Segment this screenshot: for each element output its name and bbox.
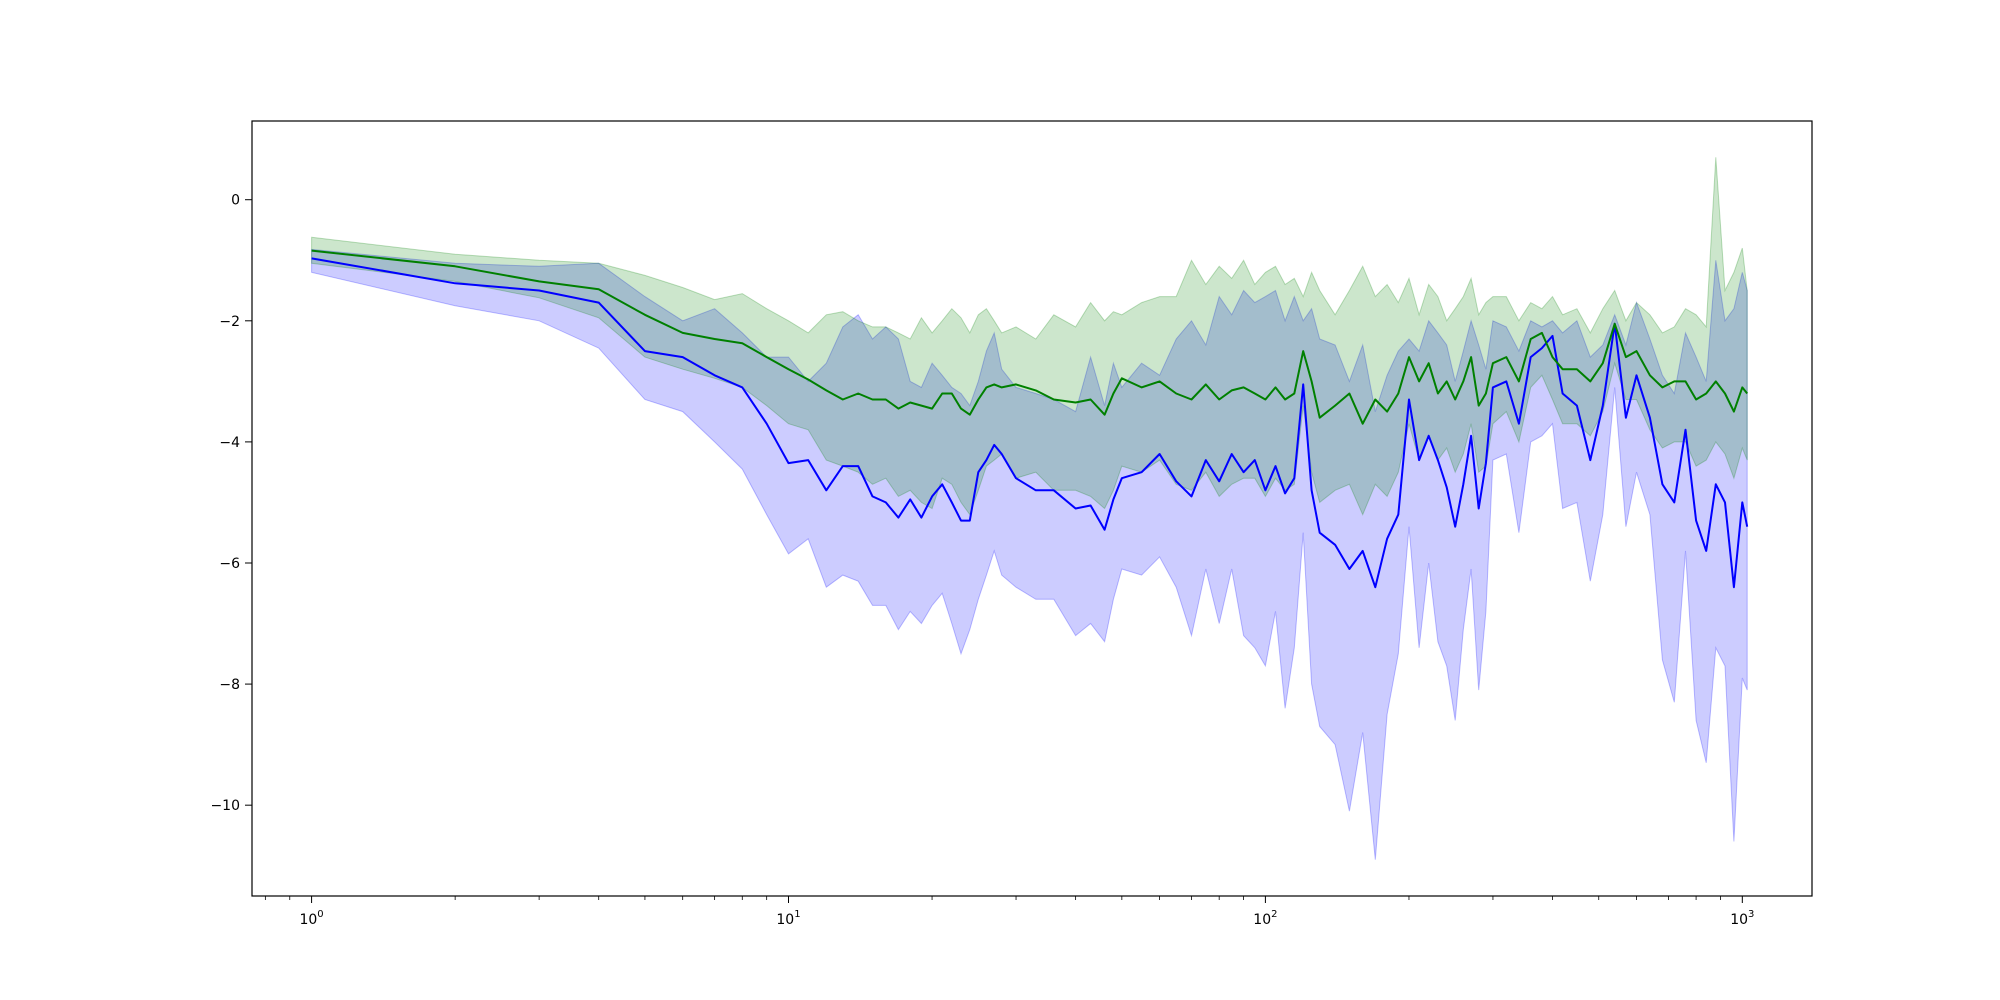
series-1-line <box>311 257 1749 589</box>
x-axis: 100 101 102 103 <box>264 896 1754 928</box>
series-2-band <box>311 157 1748 516</box>
plot-frame <box>251 120 1813 897</box>
confidence-bands <box>311 157 1748 860</box>
series-2-line <box>311 249 1748 425</box>
x-tick-label: 102 <box>1253 909 1277 928</box>
y-tick-label: −6 <box>219 556 240 572</box>
y-tick-label: 0 <box>231 193 240 209</box>
y-tick-label: −4 <box>219 435 240 451</box>
series-lines <box>311 249 1749 589</box>
series-1-band <box>311 248 1748 860</box>
y-axis: 0 −2 −4 −6 −8 −10 <box>210 193 252 814</box>
y-tick-label: −10 <box>210 798 240 814</box>
x-tick-label: 100 <box>299 909 323 928</box>
y-tick-label: −2 <box>219 314 240 330</box>
x-tick-label: 103 <box>1730 909 1754 928</box>
y-tick-label: −8 <box>219 677 240 693</box>
x-tick-label: 101 <box>776 909 800 928</box>
